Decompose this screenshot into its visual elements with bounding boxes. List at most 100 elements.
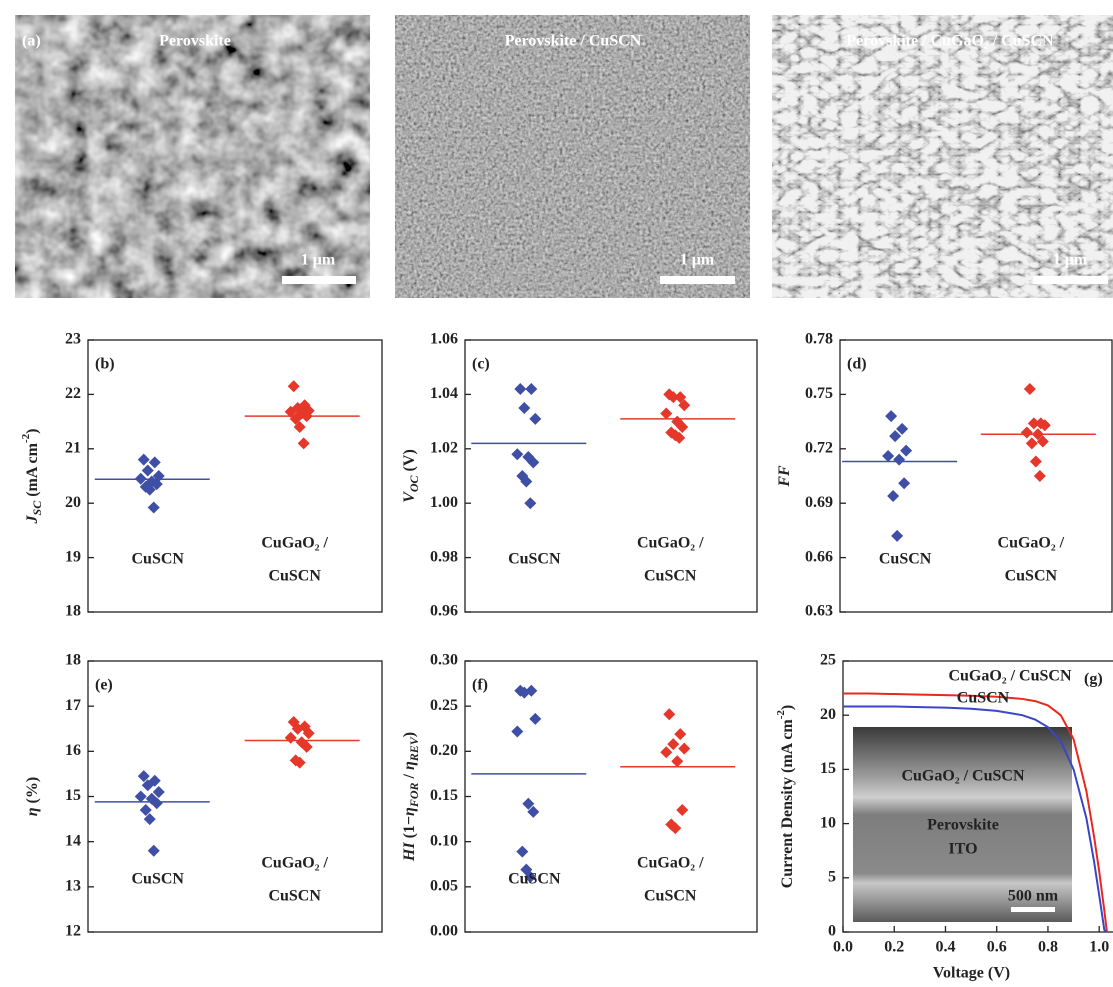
figure: (a) Perovskite Perovskite / CuSCN Perovs…: [0, 0, 1113, 987]
data-point: [674, 728, 686, 740]
plot-frame: [88, 340, 382, 612]
y-axis-title: FF: [776, 465, 793, 488]
x-tick-label: 1.0: [1089, 939, 1109, 956]
axis-title-part: FF: [776, 465, 793, 488]
x-axis-title: Voltage (V): [933, 965, 1010, 982]
axis-title-part: η: [401, 807, 418, 816]
y-axis-title: JSC (mA cm-2): [20, 429, 44, 525]
category-label: CuGaO₂ /: [261, 535, 328, 552]
y-tick-label: 0.69: [805, 494, 833, 511]
data-point: [529, 713, 541, 725]
y-tick-label: 0.15: [430, 787, 458, 804]
panel-label: (f): [472, 677, 488, 694]
data-point: [514, 383, 526, 395]
y-tick-label: 0.30: [430, 652, 458, 669]
axis-title-part: η: [24, 807, 41, 816]
data-point: [671, 755, 683, 767]
y-tick-label: 22: [65, 385, 81, 402]
data-point: [138, 454, 150, 466]
plot-frame: [465, 661, 757, 932]
scale-bar: [660, 276, 735, 284]
data-point: [298, 437, 310, 449]
axis-title-part: ): [401, 732, 418, 737]
category-label: CuGaO₂ /: [261, 855, 328, 872]
panel-label: (e): [95, 677, 113, 694]
category-label: CuSCN: [508, 871, 561, 888]
y-axis-title: η (%): [24, 777, 41, 816]
axis-title-part: (V): [401, 449, 418, 475]
axis-title-part: FOR: [407, 782, 421, 808]
category-label: CuSCN: [268, 888, 321, 905]
axis-title-part: OC: [407, 474, 421, 492]
category-label: CuGaO₂ /: [998, 535, 1065, 552]
data-point: [142, 465, 154, 477]
y-tick-label: 0.75: [805, 385, 833, 402]
y-tick-label: 19: [65, 548, 81, 565]
image-title: Perovskite / CuGaO₂ / CuSCN: [846, 33, 1054, 50]
y-tick-label: 0.00: [430, 923, 458, 940]
y-tick-label: 20: [65, 494, 81, 511]
axis-title-part: Current Density (mA cm: [779, 719, 796, 889]
panel-label: (c): [472, 356, 490, 373]
y-tick-label: 0.10: [430, 832, 458, 849]
y-tick-label: 15: [65, 787, 81, 804]
y-tick-label: 25: [820, 652, 836, 669]
data-point: [676, 804, 688, 816]
category-label: CuGaO₂ /: [637, 855, 704, 872]
y-tick-label: 20: [820, 706, 836, 723]
panel-label: (a): [22, 33, 41, 50]
data-point: [1028, 417, 1040, 429]
y-tick-label: 18: [65, 652, 81, 669]
inset-label: Perovskite: [927, 817, 999, 834]
y-tick-label: 0.66: [805, 548, 833, 565]
category-label: CuSCN: [644, 568, 697, 585]
category-label: CuSCN: [1005, 568, 1058, 585]
y-tick-label: 10: [820, 814, 836, 831]
inset-label: CuGaO₂ / CuSCN: [901, 768, 1024, 785]
axis-title-part: SC: [30, 500, 44, 516]
data-point: [525, 383, 537, 395]
panel-label: (b): [95, 356, 115, 373]
series-label: CuGaO₂ / CuSCN: [948, 668, 1071, 685]
category-label: CuSCN: [644, 888, 697, 905]
data-point: [660, 746, 672, 758]
scale-bar-label: 1 μm: [301, 252, 336, 269]
y-tick-label: 0.25: [430, 697, 458, 714]
y-tick-label: 0.78: [805, 331, 833, 348]
y-tick-label: 5: [828, 868, 836, 885]
y-axis-title: Current Density (mA cm-2): [775, 705, 796, 889]
axis-title-part: REV: [407, 736, 421, 762]
data-point: [1021, 426, 1033, 438]
y-tick-label: 12: [65, 923, 81, 940]
data-point: [900, 445, 912, 457]
y-tick-label: 15: [820, 760, 836, 777]
panel-label: (g): [1084, 671, 1103, 688]
y-tick-label: 0.96: [430, 603, 458, 620]
y-tick-label: 0.20: [430, 742, 458, 759]
axis-title-part: η: [401, 761, 418, 770]
page: (a) Perovskite Perovskite / CuSCN Perovs…: [0, 0, 1113, 987]
y-tick-label: 23: [65, 331, 81, 348]
x-tick-label: 0.6: [987, 939, 1007, 956]
y-tick-label: 0.05: [430, 878, 458, 895]
data-point: [893, 454, 905, 466]
image-title: Perovskite: [159, 33, 231, 50]
axis-title-part: (mA cm: [24, 442, 41, 500]
y-tick-label: 0.98: [430, 548, 458, 565]
data-point: [1034, 470, 1046, 482]
y-tick-label: 16: [65, 742, 81, 759]
y-tick-label: 0.72: [805, 439, 833, 456]
data-point: [882, 450, 894, 462]
axis-title-part: (1−: [401, 816, 418, 842]
data-point: [518, 402, 530, 414]
series-label: CuSCN: [957, 690, 1010, 707]
x-tick-label: 0.8: [1038, 939, 1058, 956]
plot-frame: [88, 661, 382, 932]
plot-frame: [465, 340, 757, 612]
y-tick-label: 21: [65, 439, 81, 456]
data-point: [511, 448, 523, 460]
y-tick-label: 17: [65, 697, 81, 714]
data-point: [667, 738, 679, 750]
data-point: [1026, 437, 1038, 449]
category-label: CuSCN: [508, 551, 561, 568]
